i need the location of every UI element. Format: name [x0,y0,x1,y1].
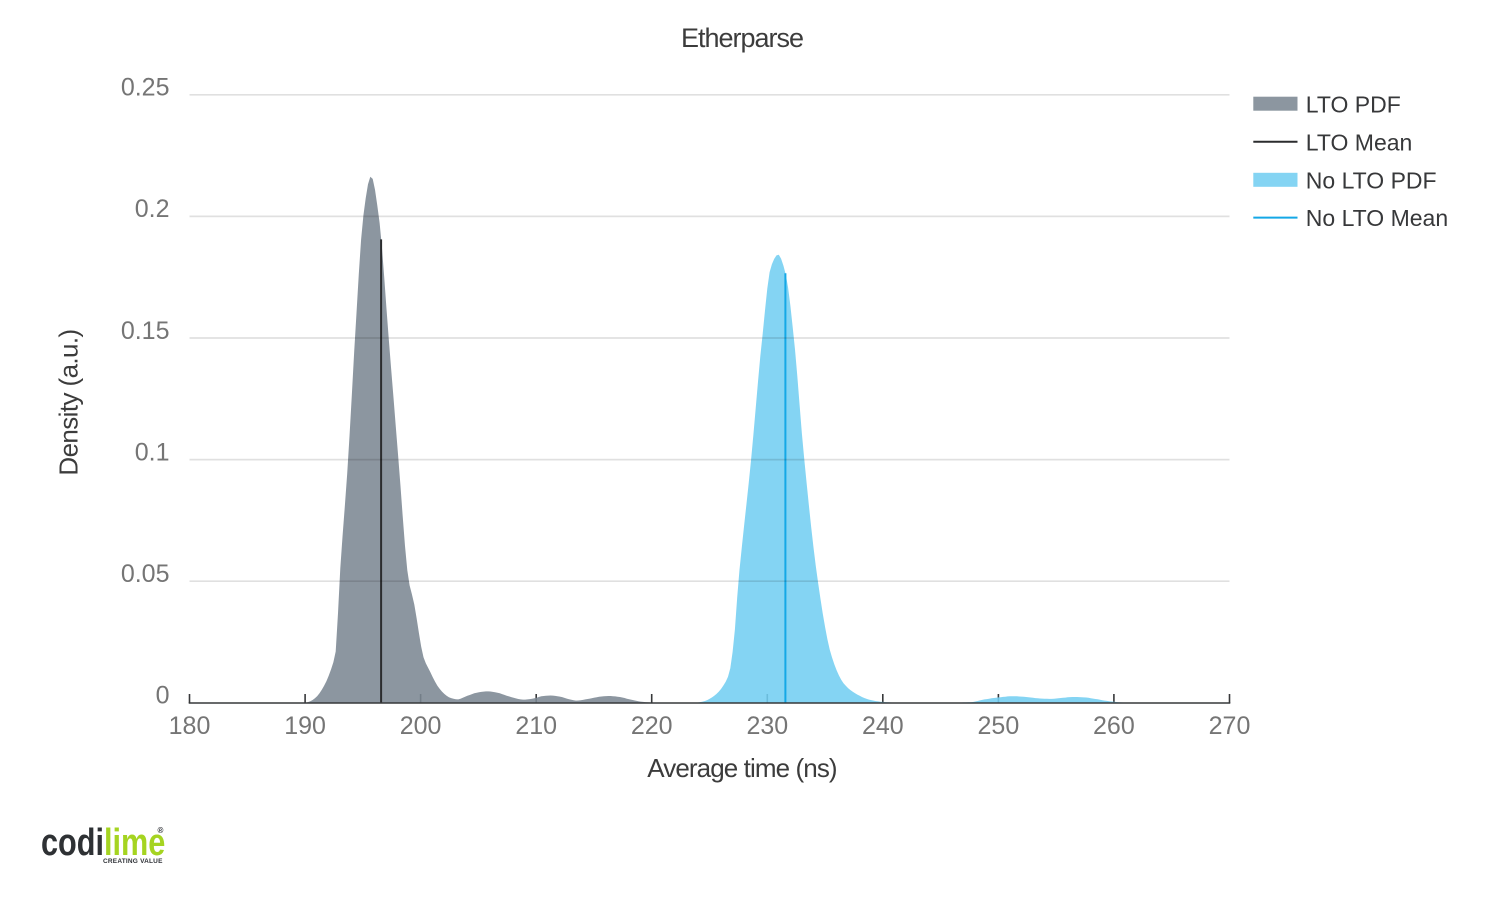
svg-text:200: 200 [400,712,442,740]
svg-text:190: 190 [284,712,326,740]
svg-text:0.25: 0.25 [121,74,170,102]
svg-text:Etherparse: Etherparse [681,23,803,53]
svg-text:230: 230 [746,712,788,740]
svg-text:LTO Mean: LTO Mean [1306,129,1413,155]
svg-text:240: 240 [862,712,904,740]
svg-text:250: 250 [978,712,1020,740]
svg-text:LTO PDF: LTO PDF [1306,91,1401,117]
svg-text:260: 260 [1093,712,1135,740]
svg-text:0.2: 0.2 [135,195,170,223]
svg-text:Density (a.u.): Density (a.u.) [54,329,84,475]
svg-text:No LTO Mean: No LTO Mean [1306,205,1448,231]
svg-text:No LTO PDF: No LTO PDF [1306,167,1437,193]
svg-text:270: 270 [1209,712,1251,740]
svg-text:0: 0 [156,682,170,710]
svg-text:0.15: 0.15 [121,317,170,345]
svg-text:220: 220 [631,712,673,740]
svg-text:210: 210 [515,712,557,740]
svg-text:0.1: 0.1 [135,438,170,466]
svg-text:180: 180 [169,712,211,740]
svg-text:Average time (ns): Average time (ns) [647,753,837,783]
svg-text:0.05: 0.05 [121,560,170,588]
